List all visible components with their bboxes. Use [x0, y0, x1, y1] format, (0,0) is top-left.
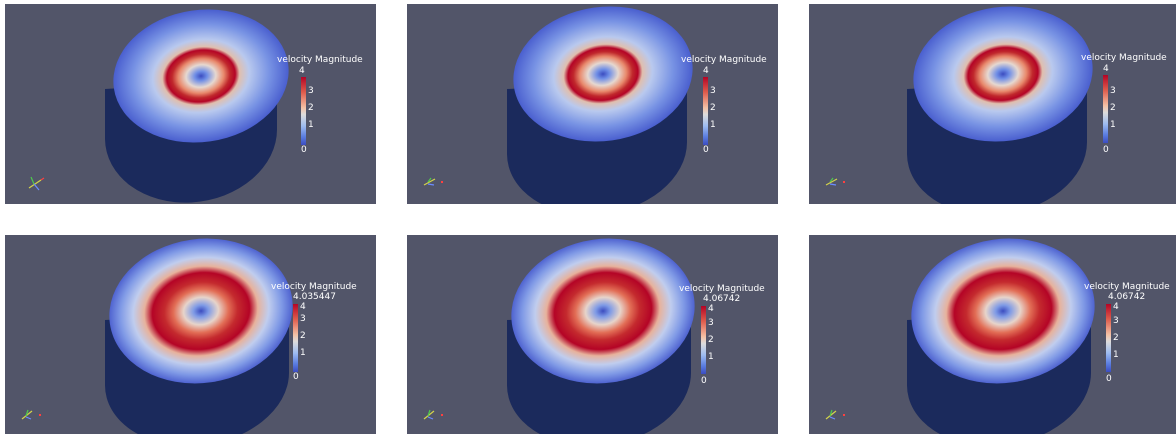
legend-title: velocity Magnitude	[681, 55, 767, 65]
legend-title: velocity Magnitude	[679, 284, 765, 294]
colorbar	[1103, 75, 1108, 143]
render-view-4: velocity Magnitude 4.035447 4 3 2 1 0	[5, 235, 376, 434]
tick-label: 4	[1103, 64, 1109, 74]
tick-label: 4	[708, 304, 714, 314]
tick-label: 2	[1110, 103, 1116, 113]
colorbar	[293, 304, 298, 372]
cylinder-render	[104, 238, 293, 434]
legend-max-value: 4.035447	[293, 292, 336, 302]
colorbar	[301, 77, 306, 145]
orientation-axes-icon	[825, 409, 845, 420]
colorbar	[1106, 304, 1111, 372]
legend-title: velocity Magnitude	[277, 55, 363, 65]
tick-label: 3	[308, 86, 314, 96]
tick-label: 2	[708, 335, 714, 345]
tick-label: 1	[308, 120, 314, 130]
legend-max-value: 4.06742	[1108, 292, 1146, 302]
tick-label: 0	[1106, 374, 1112, 384]
orientation-axes-icon	[423, 409, 443, 420]
render-view-6: velocity Magnitude 4.06742 4 3 2 1 0	[809, 235, 1176, 434]
colorbar	[703, 77, 708, 145]
legend-max-value: 4.06742	[703, 294, 741, 304]
colorbar	[701, 306, 706, 374]
tick-label: 3	[1113, 316, 1119, 326]
tick-label: 0	[701, 376, 707, 386]
orientation-axes-icon	[21, 409, 41, 420]
tick-label: 1	[1110, 120, 1116, 130]
tick-label: 0	[301, 145, 307, 155]
tick-label: 3	[300, 314, 306, 324]
tick-label: 1	[300, 348, 306, 358]
cylinder-render	[907, 6, 1093, 204]
tick-label: 0	[703, 145, 709, 155]
cylinder-render	[506, 238, 695, 434]
tick-label: 4	[299, 66, 305, 76]
legend-title: velocity Magnitude	[1084, 282, 1170, 292]
tick-label: 2	[1113, 333, 1119, 343]
cylinder-render	[906, 238, 1095, 434]
tick-label: 1	[1113, 350, 1119, 360]
render-view-2: velocity Magnitude 4 3 2 1 0	[407, 4, 778, 204]
render-view-5: velocity Magnitude 4.06742 4 3 2 1 0	[407, 235, 778, 434]
tick-label: 0	[1103, 145, 1109, 155]
tick-label: 2	[710, 103, 716, 113]
tick-label: 2	[308, 103, 314, 113]
tick-label: 4	[703, 66, 709, 76]
orientation-axes-icon	[28, 176, 45, 191]
cylinder-render	[105, 9, 289, 203]
legend-title: velocity Magnitude	[1081, 53, 1167, 63]
orientation-axes-icon	[423, 177, 443, 186]
tick-label: 1	[708, 352, 714, 362]
tick-label: 0	[293, 372, 299, 382]
render-view-1: velocity Magnitude 4 3 2 1 0	[5, 4, 376, 204]
render-view-3: velocity Magnitude 4 3 2 1 0	[809, 4, 1176, 204]
tick-label: 3	[708, 318, 714, 328]
tick-label: 4	[1113, 302, 1119, 312]
legend-title: velocity Magnitude	[271, 282, 357, 292]
tick-label: 1	[710, 120, 716, 130]
tick-label: 3	[1110, 86, 1116, 96]
orientation-axes-icon	[825, 177, 845, 186]
tick-label: 2	[300, 331, 306, 341]
cylinder-render	[507, 6, 693, 204]
tick-label: 4	[300, 302, 306, 312]
tick-label: 3	[710, 86, 716, 96]
